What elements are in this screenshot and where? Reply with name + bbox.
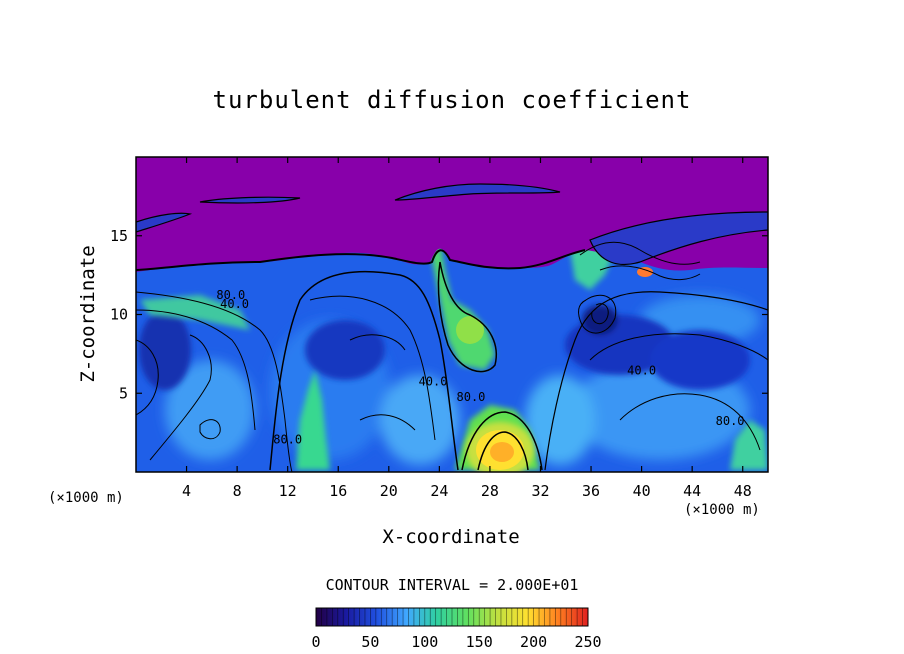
contour-label: 80.0	[216, 288, 245, 302]
contour-lines	[136, 241, 768, 472]
colorbar-stripes	[321, 608, 583, 626]
x-tick-label: 36	[582, 482, 600, 500]
x-axis-unit-left: (×1000 m)	[48, 490, 124, 506]
x-tick-label: 28	[481, 482, 499, 500]
x-tick-label: 24	[430, 482, 448, 500]
y-tick-label: 5	[119, 384, 128, 402]
x-tick-label: 44	[683, 482, 701, 500]
colorbar-tick-label: 0	[311, 633, 320, 651]
x-tick-label: 48	[734, 482, 752, 500]
field-upper-purple	[136, 157, 768, 272]
colorbar-tick-label: 100	[411, 633, 438, 651]
y-axis-ticks: 5 10 15	[110, 227, 768, 402]
x-tick-label: 4	[182, 482, 191, 500]
x-tick-label: 32	[531, 482, 549, 500]
x-axis-label: X-coordinate	[382, 526, 520, 548]
colorbar-tick-label: 250	[574, 633, 601, 651]
contour-label: 80.0	[716, 414, 745, 428]
contour-label: 40.0	[220, 297, 249, 311]
y-tick-label: 15	[110, 227, 128, 245]
contour-label: 80.0	[273, 433, 302, 447]
colorbar-tick-label: 50	[361, 633, 379, 651]
x-axis-ticks: 4 8 12 16 20 24 28 32 36 40 44 48	[182, 157, 752, 500]
colorbar-tick-label: 150	[466, 633, 493, 651]
colorbar-tick-label: 200	[520, 633, 547, 651]
contour-labels: 80.040.080.040.080.040.080.0	[216, 288, 744, 447]
y-axis-label: Z-coordinate	[77, 245, 99, 383]
heatmap-field	[136, 157, 768, 472]
x-tick-label: 12	[279, 482, 297, 500]
colorbar-tick-labels: 0 50 100 150 200 250	[311, 633, 601, 651]
field-upper-filaments	[136, 183, 768, 266]
x-axis-unit-right: (×1000 m)	[684, 502, 760, 518]
contour-label: 40.0	[419, 374, 448, 388]
colorbar: 0 50 100 150 200 250	[311, 607, 602, 651]
x-tick-label: 40	[633, 482, 651, 500]
x-tick-label: 20	[380, 482, 398, 500]
field-hot-spot	[456, 267, 653, 472]
x-tick-label: 8	[233, 482, 242, 500]
contour-label: 80.0	[457, 390, 486, 404]
contour-label: 40.0	[627, 363, 656, 377]
y-tick-label: 10	[110, 306, 128, 324]
field-dark-cores	[139, 305, 750, 390]
contour-interval-note: CONTOUR INTERVAL = 2.000E+01	[325, 576, 579, 594]
x-tick-label: 16	[329, 482, 347, 500]
chart-title: turbulent diffusion coefficient	[212, 86, 692, 114]
